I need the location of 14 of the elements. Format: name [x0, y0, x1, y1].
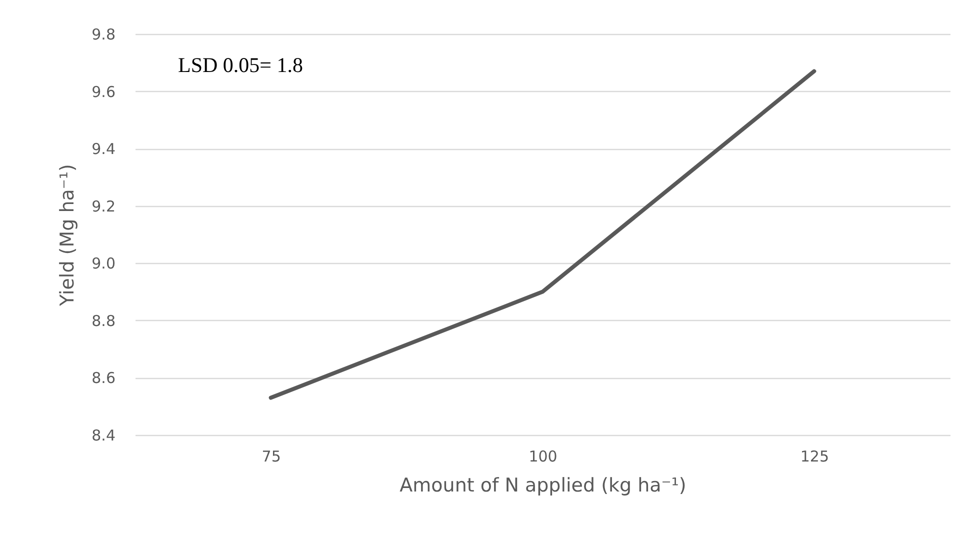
- y-tick-label: 9.8: [92, 26, 116, 44]
- y-tick-label: 9.4: [92, 140, 116, 158]
- x-tick-label: 125: [800, 448, 829, 466]
- y-axis-title: Yield (Mg ha⁻¹): [56, 164, 79, 307]
- x-axis-title: Amount of N applied (kg ha⁻¹): [400, 474, 686, 496]
- x-tick-label: 75: [262, 448, 281, 466]
- y-tick-label: 8.8: [92, 312, 116, 330]
- x-tick-label: 100: [528, 448, 558, 466]
- y-tick-label: 9.2: [92, 197, 116, 216]
- annotation: LSD 0.05= 1.8: [178, 53, 304, 77]
- y-tick-label: 9.0: [92, 254, 116, 273]
- y-tick-label: 8.6: [92, 369, 116, 388]
- y-tick-label: 9.6: [92, 82, 116, 101]
- y-tick-label: 8.4: [92, 426, 116, 444]
